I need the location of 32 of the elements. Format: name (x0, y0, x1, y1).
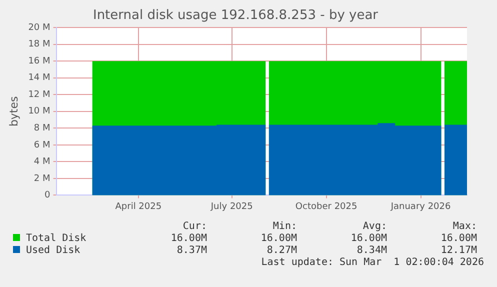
y-tick-label: 20 M (28, 22, 50, 33)
text: Last update: Sun Mar 1 02:00:04 2026 (261, 257, 484, 268)
text: 16.00M (440, 233, 477, 244)
legend-label: Total Disk (25, 233, 86, 244)
y-tick-label: 6 M (34, 140, 50, 150)
text: 16.00M (260, 233, 297, 244)
y-tick-label: 10 M (28, 106, 50, 117)
text: 16.00M (350, 233, 387, 244)
y-tick-label: 8 M (34, 124, 50, 134)
legend-label: Used Disk (25, 245, 80, 256)
y-tick-label: 16 M (28, 56, 50, 66)
text: 8.27M (266, 245, 297, 256)
text: 8.37M (176, 245, 207, 256)
chart-title: Internal disk usage 192.168.8.253 - by year (92, 8, 379, 24)
text: Cur: (182, 221, 207, 232)
text: Avg: (362, 221, 387, 232)
x-tick-label: October 2025 (295, 202, 358, 212)
x-tick-label: April 2025 (115, 202, 162, 212)
text: 16.00M (170, 233, 207, 244)
x-tick-label: January 2026 (390, 202, 452, 212)
text: 8.34M (356, 245, 387, 256)
y-tick-label: 2 M (34, 174, 50, 184)
y-tick-label: 4 M (34, 157, 50, 168)
y-axis-title: bytes (7, 96, 20, 127)
y-tick-label: 14 M (28, 73, 50, 84)
y-tick-label: 18 M (28, 40, 50, 50)
text: Max: (452, 221, 477, 232)
text: Min: (272, 221, 297, 232)
text: 12.17M (440, 245, 477, 256)
y-tick-label: 12 M (28, 90, 50, 100)
y-tick-label: 0 (44, 190, 51, 201)
x-tick-label: July 2025 (210, 202, 253, 212)
